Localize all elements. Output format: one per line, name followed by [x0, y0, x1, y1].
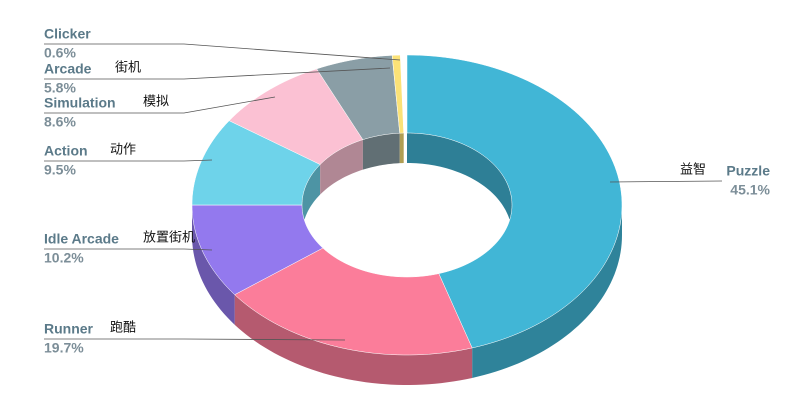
category-label: Clicker	[44, 26, 91, 42]
slice-inner-side	[399, 133, 404, 164]
slice-inner-side	[407, 133, 512, 235]
category-label-zh: 放置街机	[143, 231, 195, 246]
value-label: 8.6%	[44, 114, 76, 130]
category-label: Puzzle	[726, 163, 770, 179]
category-label: Arcade	[44, 61, 92, 77]
slice-inner-side	[362, 133, 400, 170]
value-label: 0.6%	[44, 45, 76, 61]
category-label-zh: 动作	[110, 143, 136, 158]
category-label-zh: 跑酷	[110, 321, 136, 336]
leader-line	[44, 67, 391, 80]
category-label-zh: 街机	[115, 61, 141, 76]
slice-side	[472, 205, 622, 378]
category-label: Runner	[44, 321, 94, 337]
slice-side	[234, 294, 473, 385]
slice	[391, 54, 404, 134]
value-label: 10.2%	[44, 250, 84, 266]
slice-inner-side	[320, 139, 363, 195]
leader-line	[609, 180, 723, 183]
slice-side	[192, 205, 235, 325]
category-label: Simulation	[44, 95, 116, 111]
value-label: 9.5%	[44, 162, 76, 178]
leader-line	[44, 248, 213, 251]
leader-line	[44, 338, 346, 341]
leader-line	[44, 159, 213, 162]
value-label: 19.7%	[44, 340, 84, 356]
category-label: Action	[44, 143, 88, 159]
category-label-zh: 模拟	[143, 95, 169, 110]
value-label: 45.1%	[730, 182, 770, 198]
category-label: Idle Arcade	[44, 231, 119, 247]
slice-inner-side	[302, 164, 321, 235]
category-label-zh: 益智	[680, 163, 706, 178]
leader-line	[44, 43, 401, 61]
leader-line	[44, 96, 276, 114]
value-label: 5.8%	[44, 80, 76, 96]
